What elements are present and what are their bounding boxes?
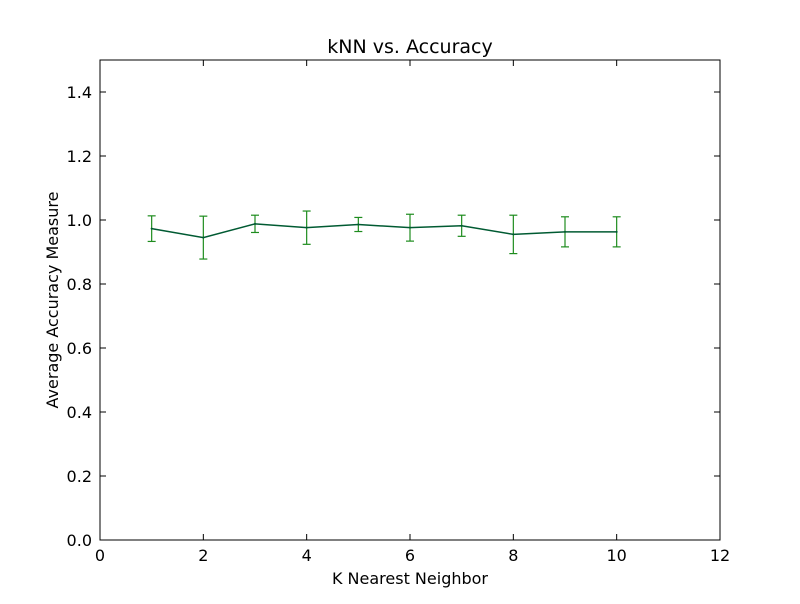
data-point [357,223,360,226]
ticks-layer: 0 2 4 6 8 10 12 0.0 0.2 0.4 0.6 0.8 1.0 1.2 1.4 [67,60,730,565]
y-tick-label: 1.4 [67,83,92,102]
y-tick-label: 0.0 [67,531,92,550]
x-tick-label: 0 [95,546,105,565]
x-tick-label: 2 [198,546,208,565]
y-tick-label: 0.2 [67,467,92,486]
data-point [460,224,463,227]
errorbar-layer [147,210,621,260]
data-point [409,226,411,229]
plot-frame [99,59,721,541]
data-point [615,230,618,233]
x-tick-label: 10 [606,546,626,565]
data-point [150,227,153,230]
data-point [305,226,308,229]
x-tick-label: 4 [302,546,312,565]
y-tick-label: 0.6 [67,339,92,358]
y-tick-label: 0.8 [67,275,92,294]
y-tick-label: 1.0 [67,211,92,230]
x-tick-label: 6 [405,546,415,565]
y-axis-label: Average Accuracy Measure [43,192,62,409]
data-point [254,222,256,225]
data-point [202,236,205,239]
x-axis-label: K Nearest Neighbor [332,569,488,588]
x-tick-label: 8 [508,546,518,565]
series-line [151,223,617,239]
data-point [564,230,566,233]
y-tick-label: 1.2 [67,147,92,166]
x-tick-label: 12 [710,546,730,565]
y-tick-label: 0.4 [67,403,92,422]
line-layer [150,222,618,239]
data-point [512,233,515,236]
chart-title: kNN vs. Accuracy [327,36,492,58]
